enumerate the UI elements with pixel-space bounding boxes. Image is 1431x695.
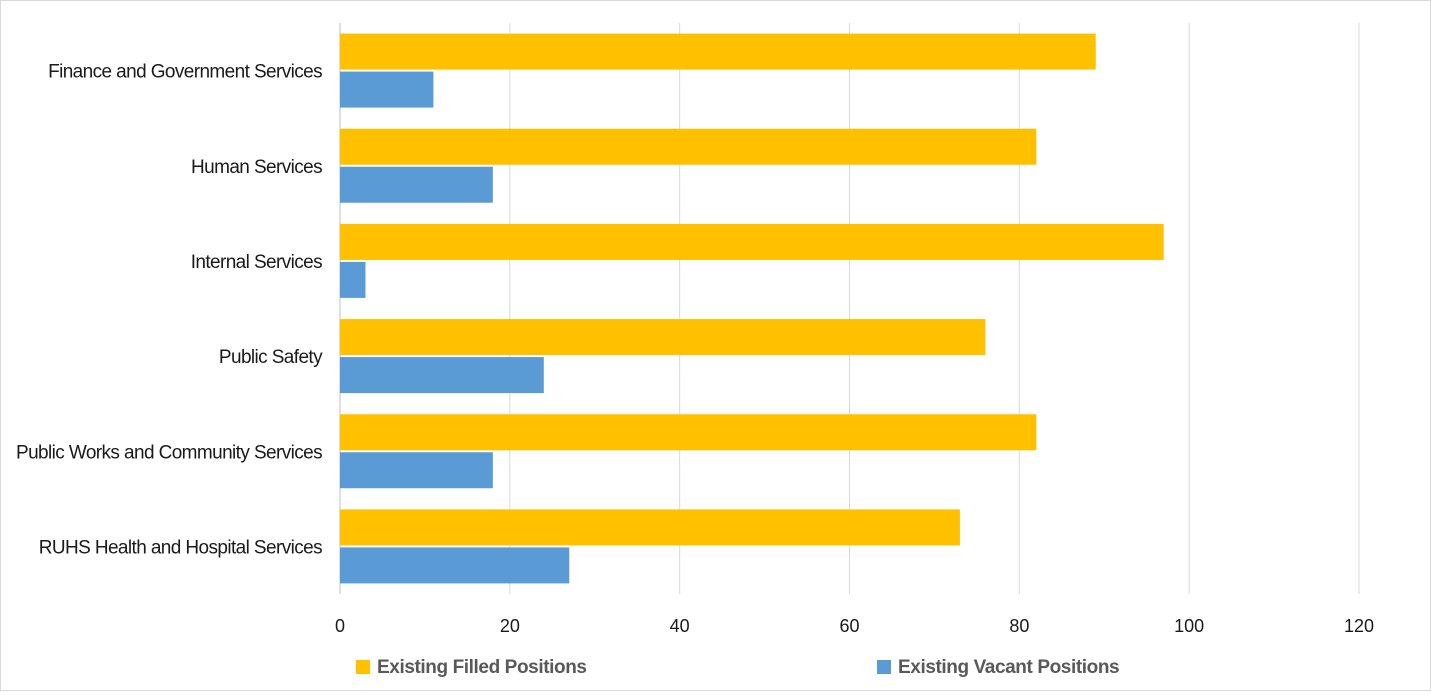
bar-existing-vacant-positions-finance-and-government-services <box>340 71 434 108</box>
gridlines <box>339 23 1360 594</box>
category-label: RUHS Health and Hospital Services <box>39 537 322 558</box>
x-tick-label: 60 <box>839 616 859 636</box>
legend-swatch-existing-vacant-positions <box>877 660 891 674</box>
category-label: Internal Services <box>191 252 322 273</box>
bar-existing-vacant-positions-human-services <box>340 166 493 203</box>
bars <box>340 33 1164 584</box>
x-tick-label: 80 <box>1009 616 1029 636</box>
x-axis-tick-labels: 0 20 40 60 80 100 120 <box>335 616 1374 636</box>
bar-existing-vacant-positions-internal-services <box>340 261 366 298</box>
bar-existing-filled-positions-public-safety <box>340 319 986 356</box>
x-tick-label: 120 <box>1344 616 1374 636</box>
bar-existing-vacant-positions-public-safety <box>340 357 544 394</box>
bar-existing-filled-positions-public-works-and-community-services <box>340 414 1037 451</box>
x-tick-label: 0 <box>335 616 345 636</box>
legend-label-existing-vacant-positions: Existing Vacant Positions <box>898 657 1119 678</box>
bar-existing-vacant-positions-public-works-and-community-services <box>340 452 493 489</box>
x-tick-label: 20 <box>500 616 520 636</box>
legend: Existing Filled Positions Existing Vacant… <box>356 657 1120 678</box>
x-tick-label: 40 <box>670 616 690 636</box>
bar-existing-filled-positions-ruhs-health-and-hospital-services <box>340 509 960 546</box>
category-label: Finance and Government Services <box>48 62 322 83</box>
legend-swatch-existing-filled-positions <box>356 660 370 674</box>
bar-existing-vacant-positions-ruhs-health-and-hospital-services <box>340 547 570 584</box>
bar-existing-filled-positions-finance-and-government-services <box>340 33 1096 70</box>
bar-existing-filled-positions-human-services <box>340 128 1037 165</box>
category-label: Public Works and Community Services <box>16 442 322 463</box>
category-labels: Finance and Government Services Human Ser… <box>16 62 324 559</box>
category-label: Human Services <box>191 157 322 178</box>
x-tick-label: 100 <box>1174 616 1204 636</box>
category-label: Public Safety <box>219 347 323 368</box>
legend-label-existing-filled-positions: Existing Filled Positions <box>377 657 587 678</box>
bar-existing-filled-positions-internal-services <box>340 223 1164 260</box>
